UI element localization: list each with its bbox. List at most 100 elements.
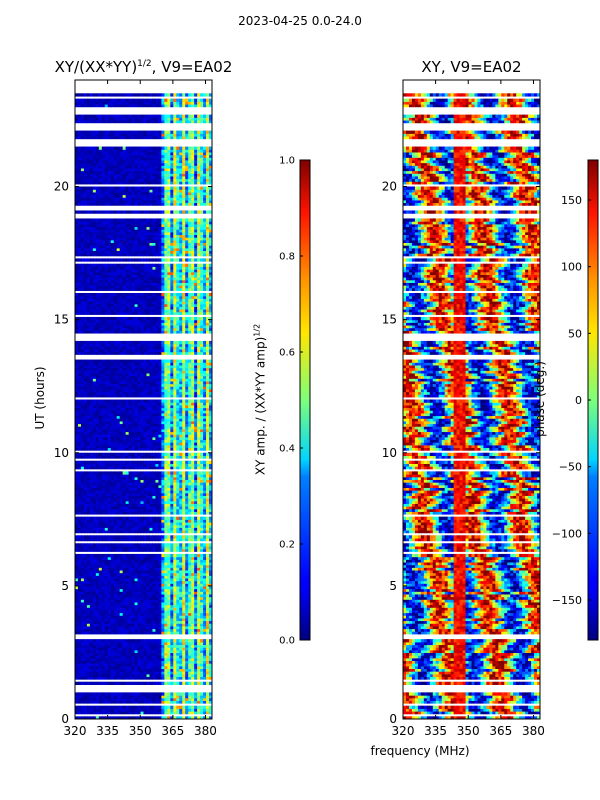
amplitude-cell xyxy=(158,601,162,606)
amplitude-cell xyxy=(176,593,180,598)
amplitude-cell xyxy=(125,615,130,619)
amplitude-cell xyxy=(92,490,97,494)
amplitude-cell xyxy=(206,617,210,622)
amplitude-cell xyxy=(83,599,88,603)
amplitude-cell xyxy=(179,492,183,496)
amplitude-cell xyxy=(83,655,88,659)
amplitude-cell xyxy=(134,671,139,675)
amplitude-cell xyxy=(146,436,151,441)
amplitude-cell xyxy=(86,460,91,464)
amplitude-cell xyxy=(83,492,88,496)
amplitude-cell xyxy=(110,506,115,510)
amplitude-cell xyxy=(125,500,130,504)
amplitude-cell xyxy=(185,399,189,403)
amplitude-cell xyxy=(128,476,133,480)
amplitude-cell xyxy=(83,431,88,435)
amplitude-cell xyxy=(125,471,130,475)
amplitude-cell xyxy=(75,474,79,478)
amplitude-cell xyxy=(83,444,88,449)
amplitude-cell xyxy=(152,394,157,398)
amplitude-cell xyxy=(200,482,204,486)
amplitude-cell xyxy=(107,585,112,590)
amplitude-cell xyxy=(164,500,168,504)
amplitude-cell xyxy=(89,516,94,520)
amplitude-cell xyxy=(167,460,171,464)
amplitude-cell xyxy=(110,498,115,502)
amplitude-cell xyxy=(161,569,165,574)
amplitude-cell xyxy=(191,593,195,598)
amplitude-cell xyxy=(75,577,79,582)
amplitude-cell xyxy=(89,553,94,558)
amplitude-cell xyxy=(125,716,130,719)
amplitude-cell xyxy=(80,500,85,504)
amplitude-cell xyxy=(92,559,97,563)
amplitude-cell xyxy=(179,692,183,696)
amplitude-cell xyxy=(152,418,157,422)
amplitude-cell xyxy=(152,511,157,515)
amplitude-cell xyxy=(155,388,159,393)
amplitude-cell xyxy=(77,506,82,510)
amplitude-cell xyxy=(92,660,97,664)
amplitude-cell xyxy=(75,524,79,528)
amplitude-cell xyxy=(137,418,142,422)
amplitude-cell xyxy=(116,556,121,560)
amplitude-cell xyxy=(116,580,121,584)
amplitude-cell xyxy=(98,484,103,488)
amplitude-cell xyxy=(107,537,112,542)
amplitude-cell xyxy=(101,580,106,584)
amplitude-cell xyxy=(119,647,124,651)
amplitude-cell xyxy=(158,615,162,619)
amplitude-cell xyxy=(107,548,112,552)
amplitude-cell xyxy=(140,607,145,611)
amplitude-cell xyxy=(92,620,97,624)
amplitude-cell xyxy=(125,508,130,512)
amplitude-cell xyxy=(113,575,118,579)
amplitude-cell xyxy=(95,559,100,563)
amplitude-cell xyxy=(134,665,139,670)
amplitude-cell xyxy=(113,439,118,443)
amplitude-cell xyxy=(146,447,151,451)
amplitude-cell xyxy=(75,601,79,606)
amplitude-cell xyxy=(161,572,165,576)
amplitude-cell xyxy=(179,695,183,699)
amplitude-cell xyxy=(80,535,85,539)
amplitude-cell xyxy=(209,583,212,587)
amplitude-cell xyxy=(122,535,127,539)
amplitude-cell xyxy=(200,418,204,422)
amplitude-cell xyxy=(116,506,121,510)
amplitude-cell xyxy=(95,548,100,552)
amplitude-cell xyxy=(191,482,195,486)
amplitude-cell xyxy=(122,681,127,685)
amplitude-cell xyxy=(167,649,171,654)
amplitude-cell xyxy=(95,418,100,422)
amplitude-cell xyxy=(75,681,79,685)
amplitude-cell xyxy=(137,623,142,627)
amplitude-cell xyxy=(206,657,210,662)
amplitude-cell xyxy=(119,601,124,606)
amplitude-cell xyxy=(131,479,136,483)
amplitude-cell xyxy=(110,708,115,712)
amplitude-cell xyxy=(116,463,121,467)
amplitude-cell xyxy=(152,506,157,510)
amplitude-cell xyxy=(131,420,136,425)
amplitude-cell xyxy=(170,641,174,646)
amplitude-cell xyxy=(122,569,127,574)
amplitude-cell xyxy=(140,657,145,662)
amplitude-cell xyxy=(149,500,154,504)
amplitude-cell xyxy=(173,484,177,488)
amplitude-cell xyxy=(77,620,82,624)
amplitude-cell xyxy=(122,575,127,579)
amplitude-cell xyxy=(75,655,79,659)
amplitude-cell xyxy=(104,663,109,667)
amplitude-cell xyxy=(125,410,130,414)
amplitude-cell xyxy=(176,418,180,422)
amplitude-cell xyxy=(83,564,88,568)
amplitude-cell xyxy=(167,426,171,430)
amplitude-cell xyxy=(137,442,142,446)
amplitude-cell xyxy=(155,601,159,606)
amplitude-cell xyxy=(86,665,91,670)
amplitude-cell xyxy=(116,676,121,680)
amplitude-cell xyxy=(95,439,100,443)
amplitude-cell xyxy=(197,402,201,406)
amplitude-cell xyxy=(107,500,112,504)
